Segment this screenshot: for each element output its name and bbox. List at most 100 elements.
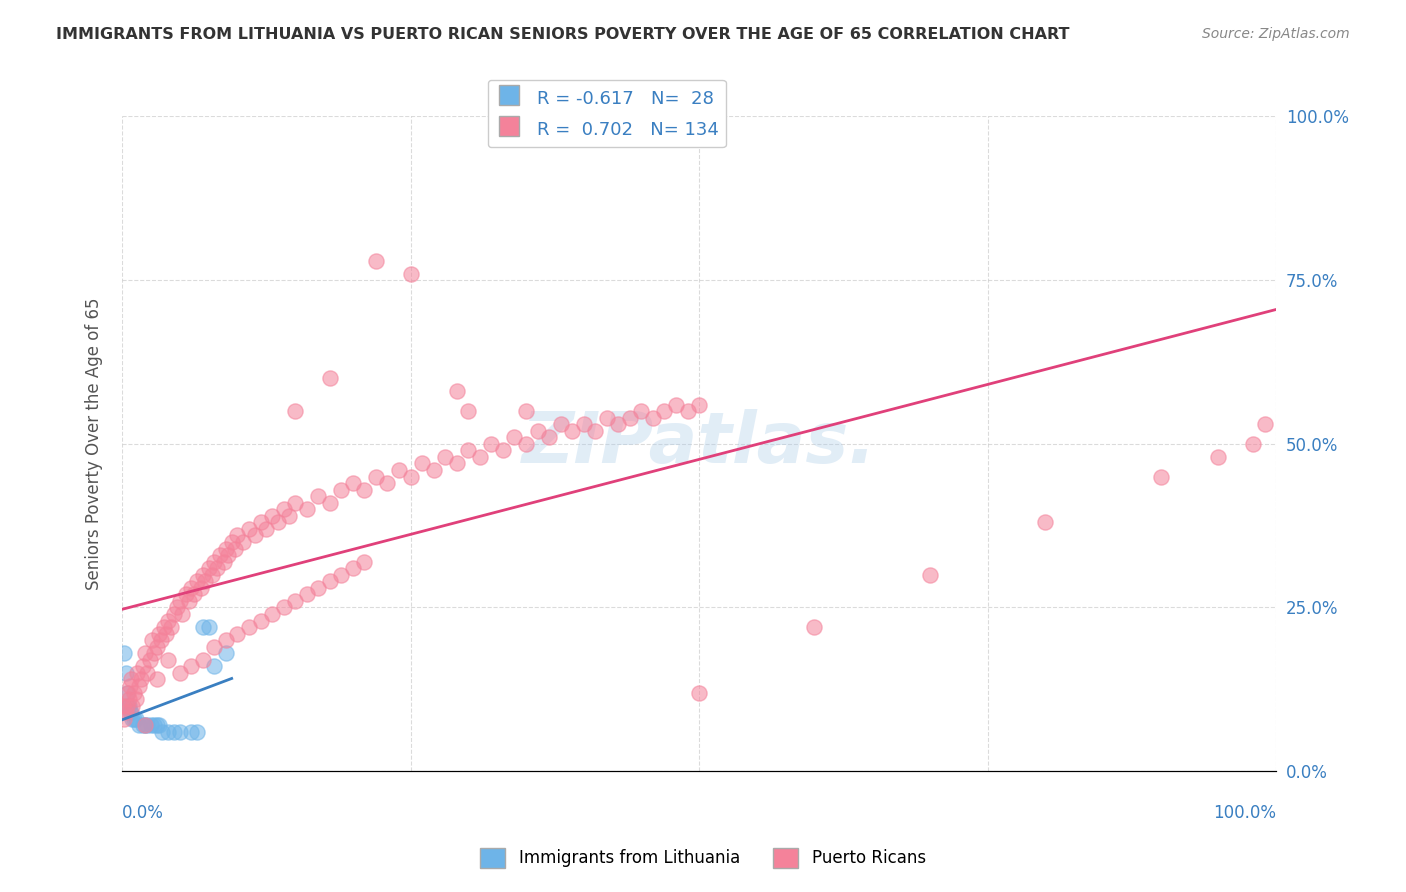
Point <box>238 522 260 536</box>
Point <box>163 724 186 739</box>
Point <box>641 410 664 425</box>
Point <box>515 404 537 418</box>
Point <box>205 561 228 575</box>
Point <box>191 567 214 582</box>
Point <box>221 535 243 549</box>
Point <box>364 253 387 268</box>
Point <box>1033 516 1056 530</box>
Point <box>457 443 479 458</box>
Point <box>169 724 191 739</box>
Point <box>295 587 318 601</box>
Point <box>157 653 180 667</box>
Point <box>115 685 138 699</box>
Point <box>163 607 186 621</box>
Point <box>1241 437 1264 451</box>
Point <box>169 665 191 680</box>
Point <box>319 496 342 510</box>
Point <box>422 463 444 477</box>
Point <box>170 607 193 621</box>
Point <box>238 620 260 634</box>
Point <box>112 712 135 726</box>
Point <box>226 528 249 542</box>
Point <box>166 600 188 615</box>
Y-axis label: Seniors Poverty Over the Age of 65: Seniors Poverty Over the Age of 65 <box>86 298 103 591</box>
Text: 0.0%: 0.0% <box>122 804 165 822</box>
Point <box>145 673 167 687</box>
Point <box>273 502 295 516</box>
Point <box>159 620 181 634</box>
Point <box>803 620 825 634</box>
Point <box>112 646 135 660</box>
Point <box>180 724 202 739</box>
Point <box>307 581 329 595</box>
Point <box>399 267 422 281</box>
Point <box>122 712 145 726</box>
Point <box>538 430 561 444</box>
Point <box>284 496 307 510</box>
Legend: R = -0.617   N=  28, R =  0.702   N= 134: R = -0.617 N= 28, R = 0.702 N= 134 <box>488 79 725 147</box>
Point <box>120 705 142 719</box>
Point <box>132 718 155 732</box>
Point <box>249 614 271 628</box>
Point <box>688 398 710 412</box>
Point <box>278 508 301 523</box>
Point <box>1150 469 1173 483</box>
Point <box>364 469 387 483</box>
Point <box>152 724 174 739</box>
Point <box>319 574 342 589</box>
Point <box>125 692 148 706</box>
Point <box>136 665 159 680</box>
Point <box>550 417 572 432</box>
Point <box>125 665 148 680</box>
Point <box>150 633 173 648</box>
Point <box>215 541 238 556</box>
Point <box>122 685 145 699</box>
Point <box>665 398 688 412</box>
Point <box>232 535 254 549</box>
Point <box>202 659 225 673</box>
Point <box>654 404 676 418</box>
Point <box>180 659 202 673</box>
Point <box>197 620 219 634</box>
Legend: Immigrants from Lithuania, Puerto Ricans: Immigrants from Lithuania, Puerto Ricans <box>474 841 932 875</box>
Point <box>157 614 180 628</box>
Point <box>388 463 411 477</box>
Point <box>342 561 364 575</box>
Point <box>148 718 170 732</box>
Point <box>295 502 318 516</box>
Point <box>157 724 180 739</box>
Point <box>319 371 342 385</box>
Point <box>330 483 353 497</box>
Point <box>120 705 142 719</box>
Point <box>118 698 141 713</box>
Point <box>114 665 136 680</box>
Point <box>630 404 652 418</box>
Point <box>117 698 139 713</box>
Point <box>607 417 630 432</box>
Point <box>676 404 699 418</box>
Point <box>572 417 595 432</box>
Point <box>117 685 139 699</box>
Point <box>515 437 537 451</box>
Point <box>139 653 162 667</box>
Point <box>201 567 224 582</box>
Point <box>141 633 163 648</box>
Point <box>377 476 399 491</box>
Point <box>226 626 249 640</box>
Point <box>1208 450 1230 464</box>
Point <box>492 443 515 458</box>
Point <box>186 574 208 589</box>
Point <box>128 718 150 732</box>
Point <box>155 626 177 640</box>
Point <box>526 424 548 438</box>
Point <box>1253 417 1275 432</box>
Point <box>284 594 307 608</box>
Point <box>446 457 468 471</box>
Point <box>202 555 225 569</box>
Point <box>180 581 202 595</box>
Point <box>136 718 159 732</box>
Text: IMMIGRANTS FROM LITHUANIA VS PUERTO RICAN SENIORS POVERTY OVER THE AGE OF 65 COR: IMMIGRANTS FROM LITHUANIA VS PUERTO RICA… <box>56 27 1070 42</box>
Point <box>457 404 479 418</box>
Point <box>115 698 138 713</box>
Point <box>262 607 284 621</box>
